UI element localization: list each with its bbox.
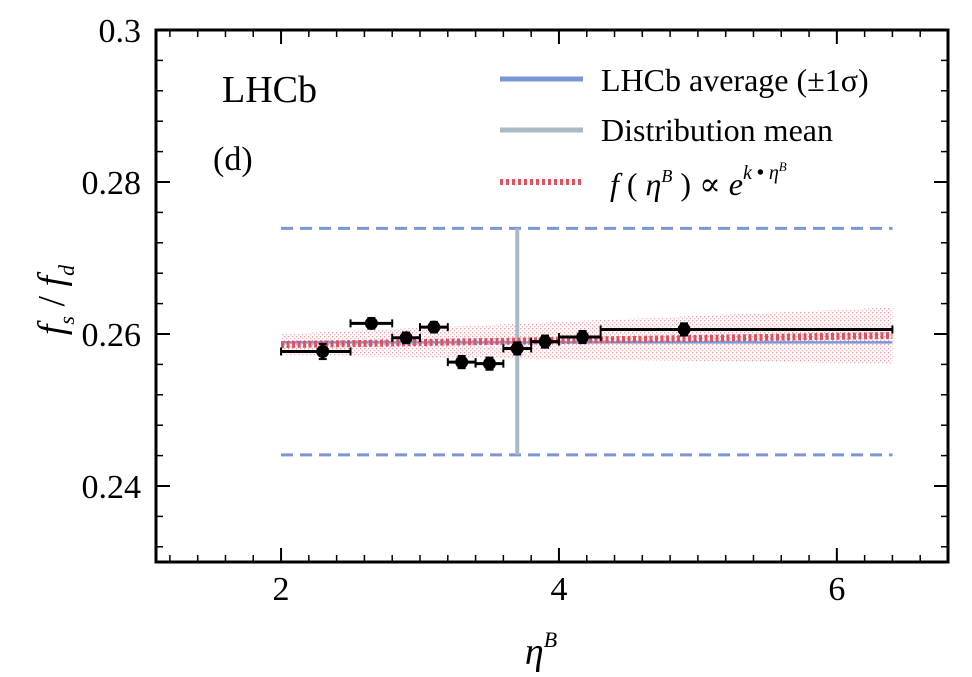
axis-ticks: 2 4 6 0.24 0.26 0.28 0.3 (82, 13, 948, 608)
y-tick-label: 0.28 (82, 165, 142, 202)
data-marker (427, 320, 441, 334)
fit-line (281, 332, 893, 349)
y-tick-label: 0.3 (99, 13, 142, 50)
data-marker (316, 344, 330, 358)
x-axis-title: ηB (525, 627, 557, 673)
data-marker (510, 341, 524, 355)
y-axis-title: fs / fd (31, 264, 79, 335)
x-tick-label: 2 (273, 571, 290, 608)
data-point (557, 329, 602, 345)
data-point (419, 320, 449, 334)
y-tick-label: 0.24 (82, 469, 142, 506)
data-point (391, 331, 421, 345)
data-point (349, 316, 394, 330)
legend-label-fit: f ( ηB ) ∝ ek • ηB (610, 159, 787, 202)
legend-label-average: LHCb average (±1σ) (601, 62, 869, 98)
x-tick-label: 6 (828, 571, 845, 608)
data-marker (455, 355, 469, 369)
data-marker (576, 330, 590, 344)
data-marker (399, 331, 413, 345)
data-point (502, 341, 533, 356)
legend-label-mean: Distribution mean (601, 112, 833, 148)
fit-curve (281, 332, 893, 349)
plot-frame (154, 28, 950, 564)
data-marker (482, 357, 496, 371)
data-point (446, 355, 477, 370)
data-marker (364, 316, 378, 330)
data-marker (538, 335, 552, 349)
data-point (474, 356, 505, 371)
data-point (530, 334, 560, 349)
y-tick-label: 0.26 (82, 317, 142, 354)
experiment-label: LHCb (222, 69, 317, 111)
data-marker (677, 322, 691, 336)
x-tick-label: 4 (550, 571, 567, 608)
data-points (280, 316, 894, 371)
legend: LHCb average (±1σ) Distribution mean f (… (500, 62, 869, 202)
data-point (599, 322, 894, 337)
data-point (280, 342, 352, 361)
panel-label: (d) (213, 141, 253, 178)
plot-border (154, 28, 950, 564)
